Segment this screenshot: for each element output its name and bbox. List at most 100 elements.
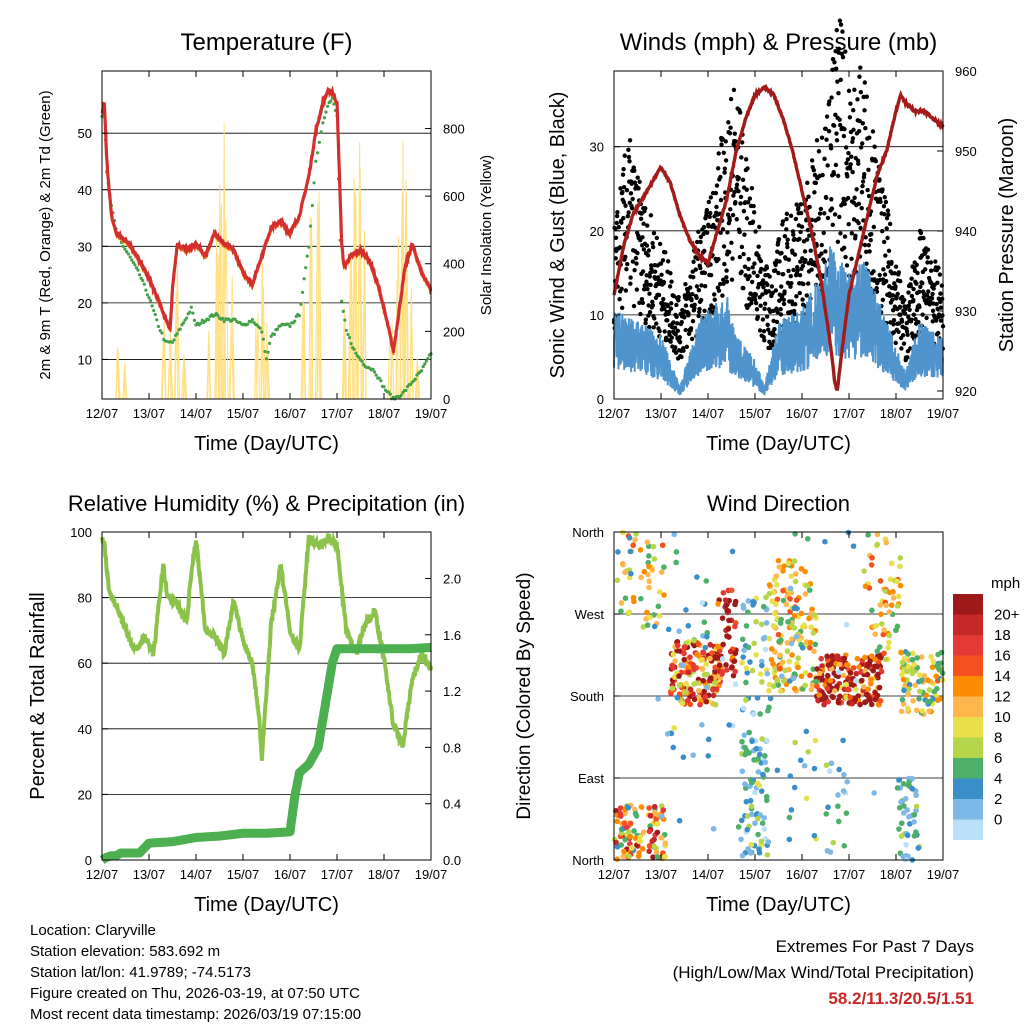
- gust-point: [868, 237, 873, 243]
- direction-point: [755, 756, 761, 762]
- gust-point: [816, 149, 822, 154]
- direction-point: [928, 653, 935, 660]
- gust-point: [930, 319, 936, 324]
- dewpoint-point: [160, 331, 164, 335]
- gust-point: [858, 65, 863, 70]
- legend-swatch: [953, 737, 983, 758]
- direction-point: [719, 615, 726, 621]
- direction-point: [919, 708, 926, 714]
- direction-point: [687, 654, 693, 661]
- gust-point: [679, 319, 684, 325]
- direction-point: [843, 621, 850, 628]
- gust-point: [838, 22, 844, 27]
- dewpoint-point: [272, 332, 276, 336]
- gust-point: [766, 289, 772, 294]
- direction-point: [909, 775, 915, 782]
- sonic-wind-line: [613, 246, 944, 396]
- gust-point: [673, 350, 679, 355]
- direction-point: [898, 833, 905, 839]
- gust-point: [924, 315, 929, 321]
- x-tick-label: 16/07: [786, 867, 819, 882]
- gust-point: [905, 332, 910, 338]
- gust-point: [830, 222, 835, 228]
- gust-point: [628, 275, 633, 280]
- gust-point: [632, 180, 638, 185]
- gust-point: [749, 279, 755, 285]
- direction-xlabel: Time (Day/UTC): [706, 894, 851, 916]
- direction-point: [751, 640, 757, 647]
- x-tick-label: 19/07: [415, 867, 448, 882]
- direction-point: [753, 745, 760, 752]
- gust-point: [934, 301, 939, 307]
- winds-x-axis: 12/07 13/07 14/07 15/07 16/07 17/07 18/07 19/07: [598, 71, 959, 421]
- x-tick-label: 17/07: [321, 406, 354, 421]
- gust-point: [914, 307, 920, 313]
- gust-point: [791, 267, 796, 273]
- gust-point: [887, 221, 893, 227]
- direction-point: [644, 609, 650, 616]
- direction-point: [647, 812, 654, 819]
- gust-point: [739, 140, 745, 145]
- legend-swatch: [953, 696, 983, 717]
- direction-point: [622, 569, 628, 576]
- gust-point: [764, 314, 770, 319]
- solar-insolation-spike: [174, 263, 181, 400]
- gust-point: [741, 285, 746, 291]
- gust-point: [669, 279, 674, 284]
- dewpoint-point: [264, 357, 269, 361]
- gust-point: [864, 261, 869, 266]
- direction-point: [651, 836, 657, 843]
- station-elevation: Station elevation: 583.692 m: [30, 943, 221, 960]
- solar-insolation-spike: [357, 167, 363, 400]
- direction-point: [888, 560, 895, 567]
- gust-point: [702, 308, 707, 314]
- direction-point: [882, 656, 889, 663]
- direction-point: [825, 804, 831, 811]
- gust-point: [732, 189, 737, 195]
- dewpoint-point: [317, 140, 321, 144]
- gust-point: [867, 249, 872, 254]
- direction-point: [743, 697, 749, 703]
- gust-point: [676, 294, 681, 300]
- x-tick-label: 18/07: [880, 867, 913, 882]
- gust-point: [889, 259, 894, 265]
- direction-point: [926, 687, 933, 693]
- gust-point: [708, 210, 713, 216]
- legend-swatch: [953, 614, 983, 635]
- gust-point: [937, 272, 943, 277]
- direction-point: [670, 665, 677, 671]
- gust-point: [817, 211, 823, 216]
- direction-panel: 12/07 13/07 14/07 15/07 16/07 17/07 18/07 19/07…: [514, 491, 959, 916]
- gust-point: [883, 279, 889, 284]
- direction-point: [898, 708, 905, 715]
- gust-point: [756, 244, 761, 249]
- x-tick-label: 12/07: [86, 406, 119, 421]
- direction-point: [836, 661, 843, 668]
- solar-insolation-spike: [399, 192, 406, 400]
- dewpoint-point: [307, 245, 311, 249]
- gust-point: [825, 215, 831, 221]
- direction-point: [878, 621, 885, 627]
- dewpoint-point: [133, 263, 137, 267]
- gust-point: [694, 295, 699, 301]
- direction-point: [913, 707, 920, 714]
- direction-point: [902, 683, 908, 689]
- dewpoint-point: [297, 314, 301, 318]
- gust-point: [898, 312, 903, 317]
- y2-tick-label: 0: [443, 392, 450, 407]
- gust-point: [917, 304, 922, 310]
- direction-point: [714, 654, 721, 661]
- dewpoint-point: [332, 102, 336, 106]
- legend-swatch: [953, 758, 983, 779]
- direction-point: [739, 768, 746, 775]
- direction-point: [766, 582, 773, 588]
- gust-point: [749, 185, 755, 191]
- direction-point: [722, 597, 729, 603]
- direction-point: [732, 650, 739, 657]
- gust-point: [886, 212, 891, 217]
- direction-point: [673, 549, 680, 555]
- direction-point: [905, 663, 911, 670]
- gust-point: [698, 265, 703, 271]
- gust-point: [634, 287, 640, 292]
- direction-point: [807, 672, 813, 679]
